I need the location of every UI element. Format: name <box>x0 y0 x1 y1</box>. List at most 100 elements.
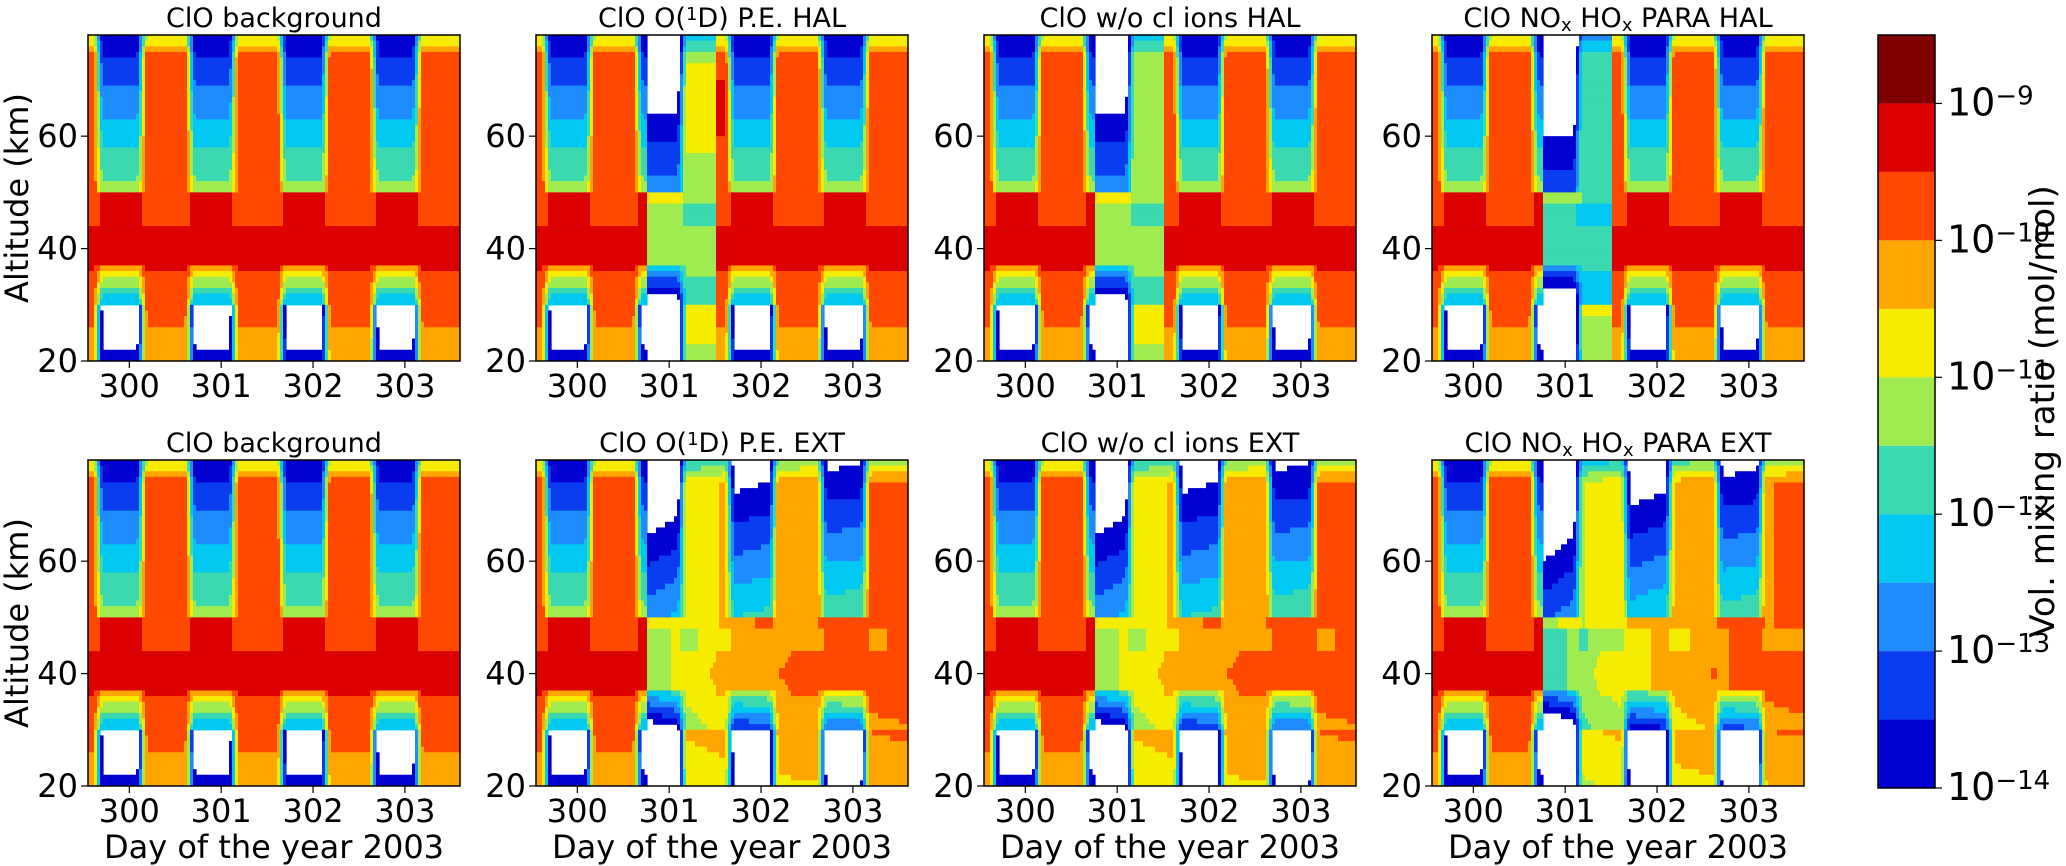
field-cell <box>304 74 308 81</box>
field-cell <box>160 68 164 75</box>
field-cell <box>178 130 182 137</box>
field-cell <box>142 169 146 177</box>
field-cell <box>181 63 185 70</box>
field-cell <box>175 226 179 233</box>
field-cell <box>118 220 122 227</box>
field-cell <box>274 141 278 149</box>
field-cell <box>139 220 143 227</box>
field-cell <box>265 231 269 238</box>
field-cell <box>283 209 287 216</box>
field-cell <box>187 310 191 317</box>
field-cell <box>340 57 344 64</box>
field-cell <box>112 214 116 222</box>
field-cell <box>235 254 239 261</box>
field-cell <box>343 46 347 53</box>
field-cell <box>97 57 101 64</box>
field-cell <box>271 79 275 87</box>
field-cell <box>241 316 245 323</box>
field-cell <box>190 332 194 340</box>
field-cell <box>271 175 275 182</box>
field-cell <box>202 57 206 64</box>
field-cell <box>139 46 143 53</box>
field-cell <box>178 164 182 171</box>
field-cell <box>238 46 242 53</box>
field-cell <box>196 91 200 98</box>
field-cell <box>91 271 95 278</box>
field-cell <box>310 136 314 143</box>
field-cell <box>322 79 326 87</box>
field-cell <box>325 51 329 59</box>
field-cell <box>196 57 200 64</box>
field-cell <box>232 304 236 312</box>
field-cell <box>280 35 284 42</box>
field-cell <box>289 164 293 171</box>
field-cell <box>112 169 116 177</box>
field-cell <box>172 349 176 356</box>
field-cell <box>319 242 323 250</box>
field-cell <box>283 220 287 227</box>
field-cell <box>232 124 236 132</box>
field-cell <box>196 108 200 115</box>
field-cell <box>100 153 104 160</box>
field-cell <box>91 203 95 210</box>
field-cell <box>283 181 287 188</box>
field-cell <box>238 293 242 300</box>
field-cell <box>124 259 128 267</box>
field-cell <box>130 96 134 104</box>
field-cell <box>124 254 128 261</box>
field-cell <box>265 265 269 272</box>
field-cell <box>100 203 104 210</box>
field-cell <box>250 51 254 59</box>
field-cell <box>130 136 134 143</box>
field-cell <box>331 96 335 104</box>
field-cell <box>202 108 206 115</box>
field-cell <box>268 355 272 361</box>
field-cell <box>295 74 299 81</box>
field-cell <box>358 276 362 283</box>
field-cell <box>262 226 266 233</box>
field-cell <box>238 338 242 345</box>
field-cell <box>193 96 197 104</box>
field-cell <box>151 265 155 272</box>
field-cell <box>310 147 314 154</box>
field-cell <box>277 203 281 210</box>
field-cell <box>346 186 350 193</box>
field-cell <box>172 237 176 244</box>
field-cell <box>145 321 149 328</box>
field-cell <box>343 332 347 340</box>
field-cell <box>220 141 224 149</box>
field-cell <box>109 130 113 137</box>
field-cell <box>88 321 92 328</box>
field-cell <box>142 220 146 227</box>
field-cell <box>208 136 212 143</box>
field-cell <box>115 85 119 92</box>
field-cell <box>343 74 347 81</box>
field-cell <box>181 68 185 75</box>
field-cell <box>271 293 275 300</box>
field-cell <box>106 287 110 295</box>
field-cell <box>319 175 323 182</box>
field-cell <box>343 327 347 334</box>
field-cell <box>337 344 341 351</box>
field-cell <box>322 327 326 334</box>
field-cell <box>223 51 227 59</box>
field-cell <box>205 248 209 255</box>
field-cell <box>298 175 302 182</box>
field-cell <box>349 158 353 165</box>
field-cell <box>226 287 230 295</box>
field-cell <box>166 175 170 182</box>
field-cell <box>232 254 236 261</box>
field-cell <box>217 248 221 255</box>
field-cell <box>154 79 158 87</box>
field-cell <box>307 96 311 104</box>
field-cell <box>319 192 323 199</box>
field-cell <box>184 136 188 143</box>
field-cell <box>313 265 317 272</box>
field-cell <box>139 108 143 115</box>
field-cell <box>175 130 179 137</box>
field-cell <box>331 287 335 295</box>
field-cell <box>283 338 287 345</box>
field-cell <box>268 304 272 312</box>
field-cell <box>178 332 182 340</box>
field-cell <box>358 299 362 306</box>
